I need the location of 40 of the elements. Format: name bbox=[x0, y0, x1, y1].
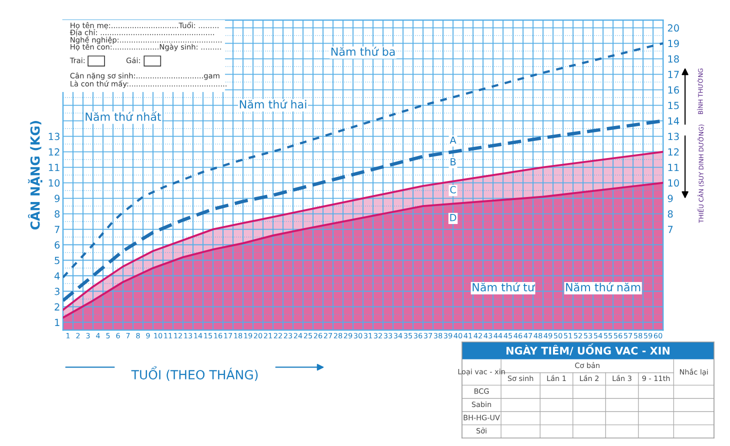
y-tick-label: 10 bbox=[48, 179, 60, 187]
y-tick-label: 3 bbox=[54, 288, 60, 296]
y2-tick-label: 8 bbox=[668, 210, 673, 218]
y2-tick-label: 17 bbox=[668, 70, 679, 78]
text: NGÀY TIÊM/ UỐNG VAC - XIN bbox=[506, 343, 670, 356]
y2-tick-label: 13 bbox=[668, 132, 679, 140]
annotation: Năm thứ hai bbox=[240, 99, 306, 109]
y-tick-label: 2 bbox=[54, 303, 60, 310]
y-tick-label: 4 bbox=[54, 272, 60, 280]
y2-tick-label: 14 bbox=[668, 117, 680, 125]
y-tick-label: 7 bbox=[54, 226, 60, 233]
annotation: Năm thứ nhất bbox=[86, 111, 162, 121]
y-tick-label: 11 bbox=[48, 164, 60, 171]
annotation: D bbox=[450, 214, 456, 222]
annotation: Năm thứ ba bbox=[331, 46, 395, 56]
y-tick-label: 13 bbox=[48, 132, 60, 140]
line-series bbox=[63, 42, 664, 278]
y-tick-label: 12 bbox=[48, 148, 60, 156]
y-axis-title: CÂN NẶNG (KG) bbox=[28, 121, 42, 230]
y2-tick-label: 15 bbox=[668, 102, 679, 110]
y-tick-label: 9 bbox=[54, 194, 60, 202]
y2-tick-label: 9 bbox=[668, 194, 673, 202]
y-tick-label: 1 bbox=[55, 318, 60, 326]
x-axis-title: TUỔI (THEO THÁNG) bbox=[131, 366, 258, 381]
annotation: A bbox=[450, 136, 456, 144]
y2-tick-label: 7 bbox=[668, 226, 673, 233]
y-tick-label: 5 bbox=[54, 256, 60, 264]
y2-tick-label: 16 bbox=[668, 86, 679, 94]
annotation: Năm thứ tư bbox=[472, 282, 535, 292]
y-tick-label: 6 bbox=[54, 241, 60, 249]
y2-tick-label: 12 bbox=[668, 148, 679, 156]
y2-tick-label: 20 bbox=[668, 24, 679, 32]
y2-tick-label: 11 bbox=[668, 164, 679, 171]
annotation: Năm thứ năm bbox=[566, 282, 640, 292]
y2-tick-label: 10 bbox=[668, 179, 679, 187]
y-tick-label: 8 bbox=[54, 210, 60, 218]
y2-tick-label: 18 bbox=[668, 55, 679, 63]
annotation: B bbox=[450, 158, 456, 166]
y2-tick-label: 19 bbox=[668, 40, 679, 48]
annotation: C bbox=[450, 186, 456, 194]
